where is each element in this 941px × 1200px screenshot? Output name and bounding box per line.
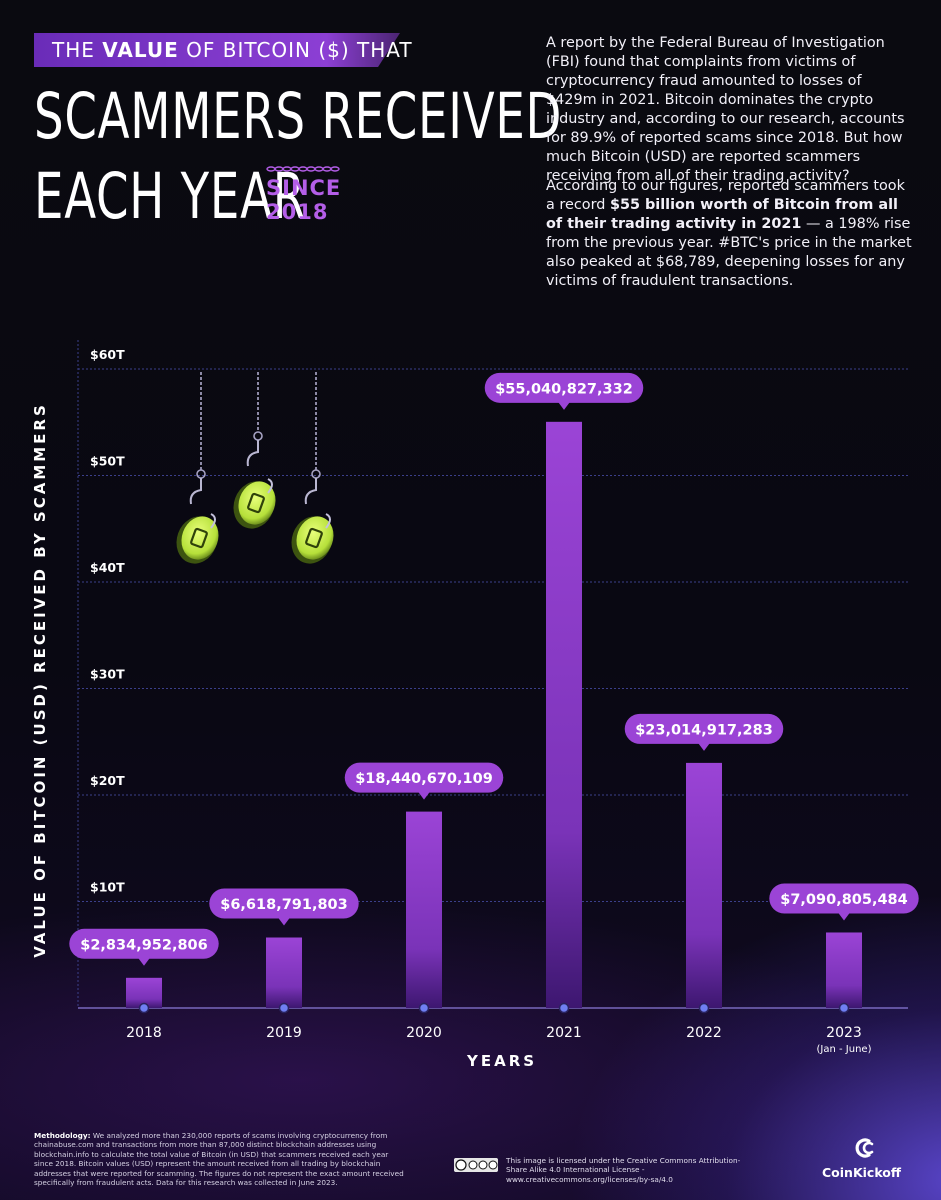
x-tick-label-2023: 2023 — [826, 1025, 862, 1041]
data-label-text: $23,014,917,283 — [635, 722, 773, 738]
bitcoin-symbol-icon — [305, 527, 323, 549]
data-label-pill — [769, 883, 919, 914]
data-label-2019: $6,618,791,803 — [209, 888, 359, 926]
axis-dot — [278, 1002, 290, 1014]
fish-hook-coins-illustration — [176, 372, 334, 564]
data-label-pointer — [698, 742, 710, 751]
intro-p2-text-a: According to our figures, reported scamm… — [546, 178, 905, 213]
y-tick-label: $10T — [90, 880, 125, 895]
intro-p2-text-b: — a 198% rise from the previous year. #B… — [546, 216, 912, 289]
y-tick-label: $40T — [90, 560, 125, 575]
y-tick-label: $20T — [90, 773, 125, 788]
bars — [126, 421, 862, 1014]
x-tick-label-2019: 2019 — [266, 1025, 302, 1041]
y-tick-label: $50T — [90, 454, 125, 469]
x-tick-label-2020: 2020 — [406, 1025, 442, 1041]
axis-dot — [698, 1002, 710, 1014]
bar-2021 — [546, 421, 582, 1008]
data-label-2020: $18,440,670,109 — [344, 762, 504, 800]
data-label-text: $18,440,670,109 — [355, 771, 493, 787]
hook-tip — [267, 478, 273, 494]
coin-face — [296, 516, 334, 560]
intro-p2-bold: $55 billion worth of Bitcoin from all of… — [546, 197, 898, 232]
methodology-label: Methodology: — [34, 1131, 91, 1140]
data-label-text: $7,090,805,484 — [780, 892, 908, 908]
axis-dot — [558, 1002, 570, 1014]
creative-commons-badge-icon — [454, 1158, 498, 1172]
license-text: This image is licensed under the Creativ… — [506, 1156, 741, 1184]
hook-coin-2 — [233, 372, 276, 529]
data-label-pointer — [838, 912, 850, 921]
title-emphasis: VALUE — [102, 38, 179, 62]
bar-2022 — [686, 762, 722, 1008]
hook-tip — [210, 513, 216, 529]
hook — [304, 478, 317, 505]
since-label: SINCE — [266, 176, 342, 200]
x-axis-title: YEARS — [467, 1052, 538, 1070]
axis-dot — [138, 1002, 150, 1014]
data-label-pill — [484, 372, 644, 403]
title-suffix: OF BITCOIN ($) THAT — [186, 38, 413, 62]
data-label-2018: $2,834,952,806 — [69, 928, 219, 966]
x-tick-label-2022: 2022 — [686, 1025, 722, 1041]
gridlines — [77, 340, 908, 1009]
data-label-pill — [344, 762, 504, 793]
data-label-pointer — [278, 917, 290, 926]
hook — [189, 478, 202, 505]
data-label-2021: $55,040,827,332 — [484, 372, 644, 410]
chain-divider-icon — [266, 166, 340, 172]
title-prefix: THE — [52, 38, 95, 62]
data-label-text: $6,618,791,803 — [220, 897, 348, 913]
data-label-2022: $23,014,917,283 — [624, 713, 784, 751]
y-tick-label: $30T — [90, 667, 125, 682]
chain-ring — [253, 431, 263, 441]
bar-2020 — [406, 811, 442, 1008]
y-tick-label: $60T — [90, 347, 125, 362]
bitcoin-symbol-icon — [247, 492, 265, 514]
data-label-pill — [624, 713, 784, 744]
chain-ring — [196, 469, 206, 479]
axis-dot — [418, 1002, 430, 1014]
data-label-pointer — [558, 401, 570, 410]
title-line-2: EACH YEAR — [34, 160, 306, 233]
hook-tip — [325, 513, 331, 529]
y-axis-title: VALUE OF BITCOIN (USD) RECEIVED BY SCAMM… — [31, 402, 49, 958]
data-label-text: $2,834,952,806 — [80, 937, 208, 953]
data-label-text: $55,040,827,332 — [495, 381, 633, 397]
since-year: 2018 — [266, 200, 329, 224]
hook-coin-1 — [176, 372, 219, 564]
data-label-pointer — [138, 957, 150, 966]
bar-2023 — [826, 932, 862, 1008]
hook — [246, 440, 259, 467]
data-label-pointer — [418, 791, 430, 800]
axis-dot — [838, 1002, 850, 1014]
x-axis-labels: 2018 2019 2020 2021 2022 2023 (Jan - June) — [126, 1025, 871, 1055]
data-label-2023: $7,090,805,484 — [769, 883, 919, 921]
bitcoin-symbol-icon — [190, 527, 208, 549]
coinkickoff-logo-icon — [855, 1138, 874, 1158]
title-banner — [34, 33, 400, 67]
x-tick-label-2018: 2018 — [126, 1025, 162, 1041]
methodology-text: We analyzed more than 230,000 reports of… — [34, 1131, 404, 1188]
x-tick-note: (Jan - June) — [817, 1044, 872, 1055]
intro-paragraph-1: A report by the Federal Bureau of Invest… — [546, 35, 905, 184]
y-axis-ticks: $10T $20T $30T $40T $50T $60T — [90, 347, 125, 895]
brand-name: CoinKickoff — [822, 1165, 902, 1180]
title-banner-text: THE VALUE OF BITCOIN ($) THAT — [52, 38, 413, 62]
data-label-pill — [69, 928, 219, 959]
data-label-pill — [209, 888, 359, 919]
x-tick-label-2021: 2021 — [546, 1025, 582, 1041]
hook-coin-3 — [291, 372, 334, 564]
chain-ring — [311, 469, 321, 479]
data-labels: $2,834,952,806 $6,618,791,803 $18,440,670,… — [69, 372, 919, 966]
methodology: Methodology: We analyzed more than 230,0… — [34, 1131, 404, 1187]
title-line-1: SCAMMERS RECEIVED — [34, 80, 563, 153]
coin-face — [181, 516, 219, 560]
bar-2019 — [266, 937, 302, 1008]
coin-face — [238, 481, 276, 525]
intro-paragraph-2: According to our figures, reported scamm… — [546, 177, 914, 291]
